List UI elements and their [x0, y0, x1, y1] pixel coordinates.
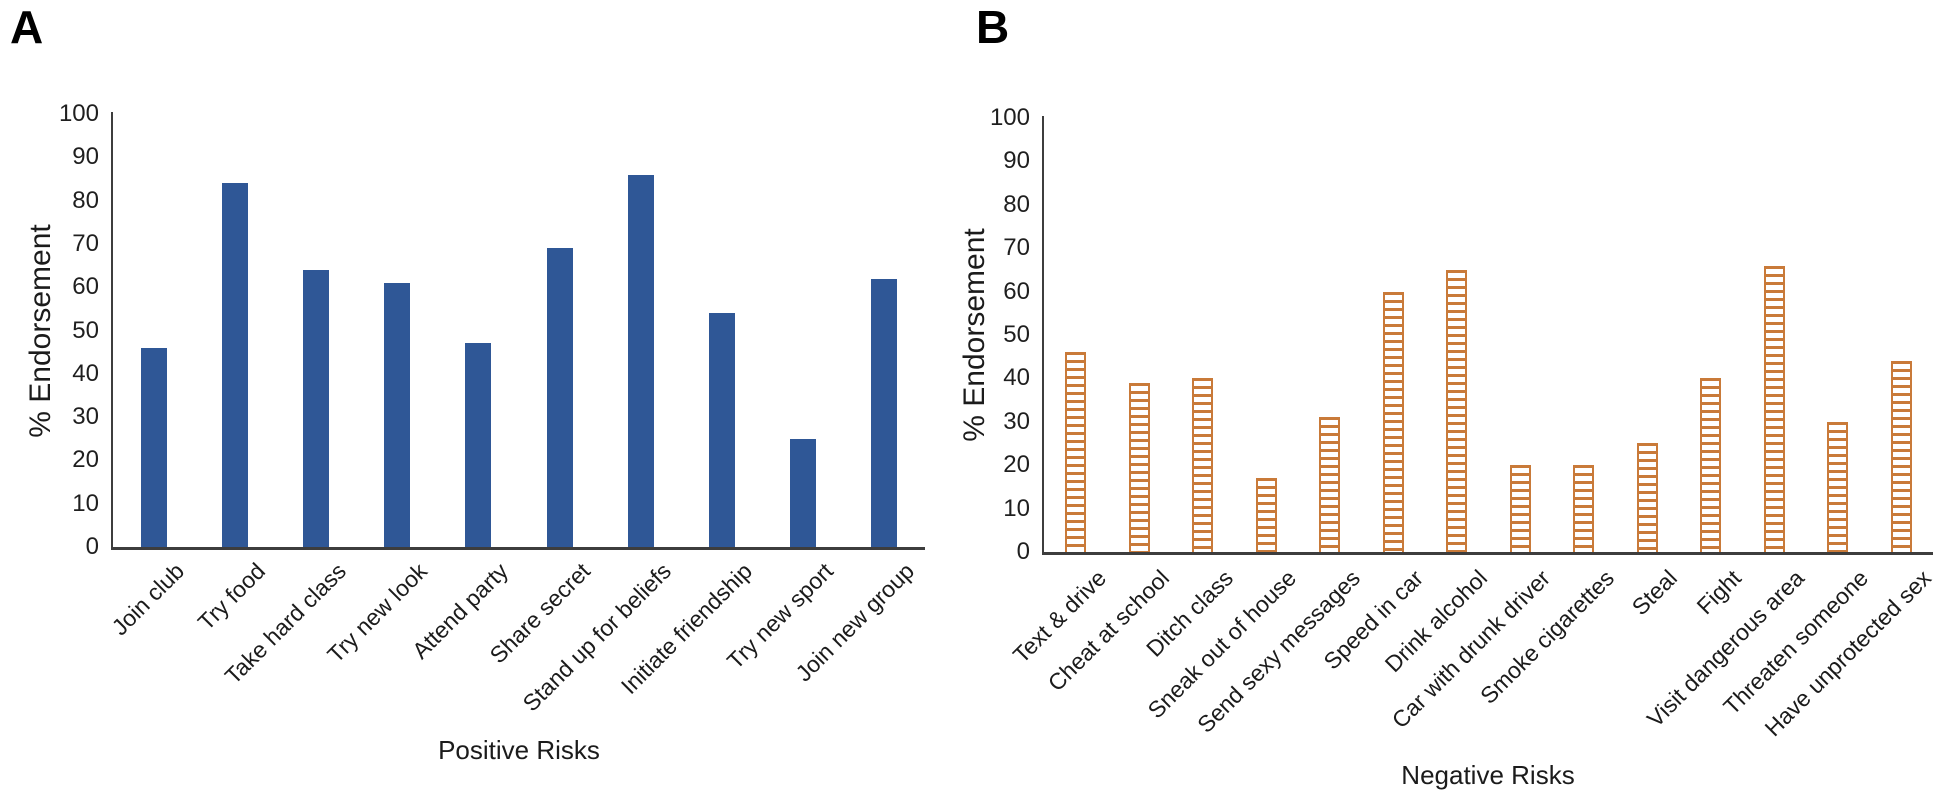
panel-b-x-axis-title: Negative Risks — [1401, 760, 1575, 790]
panel-a-y-tick-label-30: 30 — [72, 403, 99, 431]
panel-a-y-tick-label-60: 60 — [72, 273, 99, 301]
panel-a-bar-5 — [547, 248, 573, 547]
panel-b-y-tick-label-20: 20 — [1003, 451, 1030, 479]
panel-a-bar-4 — [465, 343, 491, 547]
panel-b-y-axis-line — [1042, 116, 1044, 555]
panel-b-bar-4 — [1319, 417, 1340, 552]
panel-a-y-tick-label-20: 20 — [72, 446, 99, 474]
panel-b-y-tick-label-50: 50 — [1003, 321, 1030, 348]
panel-b-y-tick-label-90: 90 — [1003, 147, 1030, 175]
panel-b-bar-11 — [1764, 266, 1785, 552]
panel-b-y-tick-label-10: 10 — [1003, 494, 1030, 522]
panel-b-y-tick-label-40: 40 — [1003, 364, 1030, 392]
panel-a-bar-2 — [303, 270, 329, 547]
panel-b-y-tick-label-60: 60 — [1003, 277, 1030, 305]
panel-b-x-axis-line — [1042, 552, 1933, 555]
panel-b-y-tick-label-70: 70 — [1003, 234, 1030, 262]
panel-a-bar-0 — [141, 348, 167, 547]
panel-b-y-tick-label-100: 100 — [989, 104, 1030, 131]
panel-a-bar-6 — [628, 175, 654, 547]
panel-a-bar-8 — [790, 439, 816, 547]
panel-b-letter: B — [976, 1, 1010, 53]
panel-a-bar-7 — [709, 313, 735, 547]
panel-b-bar-2 — [1192, 378, 1213, 552]
panel-b-y-tick-label-0: 0 — [1016, 538, 1030, 565]
panel-a-y-tick-label-100: 100 — [58, 100, 99, 127]
panel-b-bar-0 — [1065, 352, 1086, 552]
panel-b-bar-12 — [1827, 422, 1848, 552]
panel-b-bar-5 — [1383, 292, 1404, 552]
panel-a-y-tick-label-90: 90 — [72, 143, 99, 171]
panel-a-y-tick-label-50: 50 — [72, 316, 99, 344]
panel-a-bar-1 — [222, 183, 248, 547]
panel-b-bar-7 — [1510, 465, 1531, 552]
panel-a-bar-3 — [384, 283, 410, 547]
panel-b-bar-8 — [1573, 465, 1594, 552]
panel-b-bar-9 — [1637, 443, 1658, 552]
panel-a-bar-9 — [871, 279, 897, 547]
panel-a-y-tick-label-10: 10 — [72, 489, 99, 517]
panel-b-y-tick-label-30: 30 — [1003, 407, 1030, 435]
panel-a-y-tick-label-80: 80 — [72, 186, 99, 214]
panel-b-bar-3 — [1256, 478, 1277, 552]
panel-a-y-tick-label-70: 70 — [72, 229, 99, 257]
panel-a-x-axis-line — [111, 547, 925, 550]
panel-b-bar-6 — [1446, 270, 1467, 552]
panel-a-y-tick-label-0: 0 — [85, 533, 99, 560]
panel-b-bar-10 — [1700, 378, 1721, 552]
panel-b-bar-13 — [1891, 361, 1912, 552]
panel-a-y-axis-line — [111, 112, 113, 550]
panel-b-y-tick-label-80: 80 — [1003, 190, 1030, 218]
panel-a-y-tick-label-40: 40 — [72, 359, 99, 387]
panel-b-bar-1 — [1129, 383, 1150, 552]
panel-a-letter: A — [10, 1, 44, 53]
panel-a-x-axis-title: Positive Risks — [438, 735, 600, 765]
